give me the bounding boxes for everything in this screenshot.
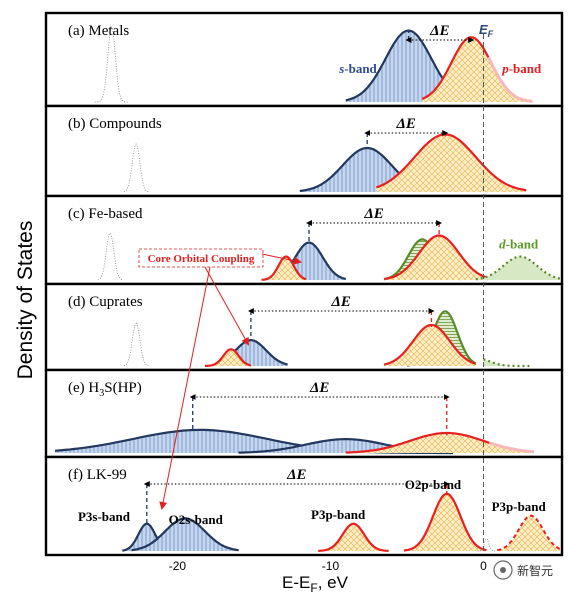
panel-title: (a) Metals: [68, 23, 129, 39]
x-tick-label: 0: [480, 559, 487, 573]
label-p3s-band: P3s-band: [78, 509, 131, 524]
band-fill-core-p: [261, 256, 306, 280]
x-label-main: E-E: [282, 573, 310, 592]
band-line-O2s-band: [131, 517, 239, 552]
band-line-core: [477, 538, 496, 552]
band-fill-p-band: [384, 325, 476, 366]
core-coupling-box: [138, 248, 264, 268]
band-fill-P3p-band2: [497, 515, 560, 551]
core-arrow-c: [261, 253, 302, 265]
fermi-label-sub: F: [488, 29, 494, 39]
panel-frame: [44, 282, 564, 372]
fermi-label-main: E: [479, 22, 488, 37]
band-line-s-band: [299, 146, 416, 193]
band-line-s-band: [345, 29, 462, 102]
fermi-label: EF: [479, 22, 494, 39]
band-label: p-band: [501, 61, 542, 76]
band-fill-p-band: [422, 37, 533, 102]
watermark: 新智元: [493, 560, 553, 580]
watermark-text: 新智元: [517, 563, 553, 578]
core-orbital-coupling-callout: Core Orbital Coupling: [138, 248, 302, 510]
x-tick-label: -10: [322, 559, 340, 573]
label-p3p-band-2: P3p-band: [492, 499, 547, 514]
band-fill-s-band: [299, 148, 415, 192]
band-line-p-band: [383, 234, 490, 281]
band-fill-p-band: [345, 433, 534, 453]
label-o2p-band: O2p-band: [405, 477, 462, 492]
x-label-sub: F: [310, 581, 317, 594]
label-p3p-band: P3p-band: [311, 507, 366, 522]
x-label-unit: , eV: [318, 573, 349, 592]
panel-title: (d) Cuprates: [68, 294, 143, 310]
panel-3: ΔE (d) Cuprates: [44, 282, 564, 372]
watermark-icon-dot: [500, 567, 506, 573]
panel-1: ΔE (b) Compounds: [44, 104, 564, 198]
delta-label: ΔE: [286, 467, 306, 483]
band-label: s-band: [338, 61, 377, 76]
band-fill-d-band: [483, 359, 530, 366]
band-line-core: [97, 232, 123, 281]
band-line-d-band: [475, 255, 561, 281]
panel-title: (c) Fe-based: [68, 206, 143, 222]
band-line-core-p: [261, 255, 307, 281]
delta-label: ΔE: [395, 116, 415, 132]
panel-5: ΔE (f) LK-99: [44, 455, 564, 557]
band-fill-d-band: [475, 256, 560, 280]
core-coupling-label: Core Orbital Coupling: [148, 253, 255, 265]
band-line-core: [123, 322, 149, 367]
band-fill-p-band: [384, 235, 490, 280]
band-fill-core-p: [205, 349, 251, 366]
band-fill-s-band: [345, 30, 461, 103]
band-line-p-band: [383, 323, 477, 366]
watermark-icon: [493, 560, 513, 580]
band-line-core: [123, 143, 149, 193]
label-o2s-band: O2s-band: [169, 512, 224, 527]
y-axis-label: Density of States: [14, 221, 37, 380]
band-fill-p-band: [376, 134, 527, 192]
band-line-P3p-band: [318, 522, 389, 552]
band-tail-p-band: [488, 441, 535, 454]
band-label: d-band: [499, 236, 539, 251]
panel-title: (e) H3S(HP): [68, 380, 142, 399]
band-fill-O2s-band: [131, 518, 239, 551]
band-line-core: [94, 26, 129, 103]
band-line-p-band: [376, 133, 527, 192]
delta-label: ΔE: [309, 380, 329, 396]
panel-frame: [44, 455, 564, 557]
band-line-core-p: [205, 348, 252, 367]
x-tick-label: -20: [169, 559, 187, 573]
panel-title: (f) LK-99: [68, 467, 127, 483]
panel-title: (b) Compounds: [68, 116, 162, 132]
panel-0: ΔE (a) Metals s-band p-band: [44, 11, 564, 108]
x-axis-ticks: -20 -10 0: [169, 559, 487, 573]
core-arrow-d: [204, 266, 249, 346]
delta-label: ΔE: [363, 206, 383, 222]
panel-2: ΔE (c) Fe-based d-band: [44, 194, 564, 286]
band-tail-p-band: [487, 56, 533, 103]
band-line-O2p-band: [403, 492, 487, 552]
delta-label: ΔE: [429, 23, 449, 39]
delta-label: ΔE: [330, 294, 350, 310]
x-axis-label: E-EF, eV: [282, 573, 349, 594]
panel-4: ΔE (e) H3S(HP): [44, 368, 564, 459]
core-arrow-f: [159, 266, 211, 510]
